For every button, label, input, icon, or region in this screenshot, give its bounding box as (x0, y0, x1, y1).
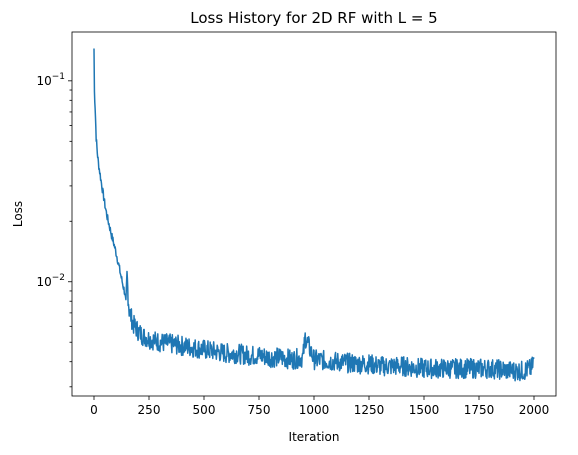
x-tick-label: 2000 (519, 403, 550, 417)
x-tick-label: 0 (90, 403, 98, 417)
x-tick-label: 500 (193, 403, 216, 417)
y-axis-label: Loss (11, 201, 25, 227)
y-axis-ticks: 10−2 10−1 (36, 72, 72, 388)
x-tick-label: 1500 (409, 403, 440, 417)
x-tick-label: 1750 (464, 403, 495, 417)
x-axis-label: Iteration (289, 430, 340, 444)
plot-area (93, 48, 535, 382)
y-tick-label: 10−1 (36, 72, 65, 88)
plot-frame (71, 31, 557, 397)
x-axis-ticks: 0 250 500 750 1000 1250 1500 1750 2000 (90, 396, 549, 417)
x-tick-label: 250 (138, 403, 161, 417)
x-tick-label: 1000 (299, 403, 330, 417)
chart-title: Loss History for 2D RF with L = 5 (190, 9, 437, 27)
y-tick-label: 10−2 (36, 273, 65, 289)
x-tick-label: 750 (248, 403, 271, 417)
loss-series-line (93, 48, 535, 382)
x-tick-label: 1250 (354, 403, 385, 417)
